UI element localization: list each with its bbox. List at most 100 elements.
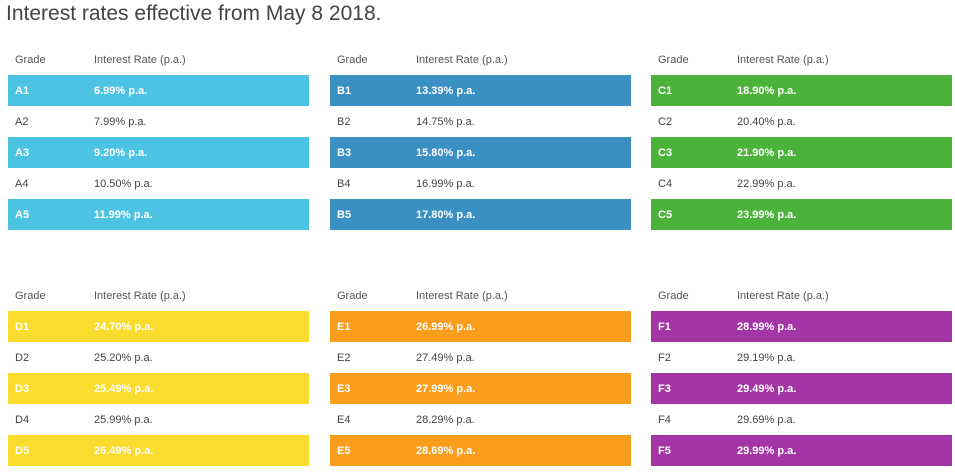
rate-cell: 25.99% p.a. <box>94 413 153 426</box>
table-row: A3 9.20% p.a. <box>8 137 309 168</box>
grade-cell: B1 <box>337 84 352 97</box>
rate-cell: 26.49% p.a. <box>94 444 154 457</box>
table-row: B4 16.99% p.a. <box>330 168 631 199</box>
interest-rate-header: Interest Rate (p.a.) <box>94 289 186 302</box>
table-row: C2 20.40% p.a. <box>651 106 952 137</box>
grade-cell: C4 <box>658 177 673 190</box>
table-header: Grade Interest Rate (p.a.) <box>8 280 309 311</box>
rate-cell: 29.99% p.a. <box>737 444 797 457</box>
table-row: F5 29.99% p.a. <box>651 435 952 466</box>
rate-cell: 22.99% p.a. <box>737 177 796 190</box>
table-row: B3 15.80% p.a. <box>330 137 631 168</box>
table-header: Grade Interest Rate (p.a.) <box>651 44 952 75</box>
table-row: A1 6.99% p.a. <box>8 75 309 106</box>
table-header: Grade Interest Rate (p.a.) <box>330 280 631 311</box>
grade-cell: C1 <box>658 84 673 97</box>
rate-cell: 25.20% p.a. <box>94 351 153 364</box>
grade-cell: F2 <box>658 351 671 364</box>
rate-cell: 15.80% p.a. <box>416 146 476 159</box>
rate-cell: 27.49% p.a. <box>416 351 475 364</box>
grade-cell: A1 <box>15 84 30 97</box>
rate-cell: 28.69% p.a. <box>416 444 476 457</box>
rate-cell: 28.29% p.a. <box>416 413 475 426</box>
table-row: E5 28.69% p.a. <box>330 435 631 466</box>
grade-header: Grade <box>658 53 689 66</box>
table-row: C4 22.99% p.a. <box>651 168 952 199</box>
grade-cell: C2 <box>658 115 673 128</box>
grade-cell: B4 <box>337 177 351 190</box>
table-row: F2 29.19% p.a. <box>651 342 952 373</box>
table-row: C3 21.90% p.a. <box>651 137 952 168</box>
rate-cell: 23.99% p.a. <box>737 208 797 221</box>
rate-cell: 25.49% p.a. <box>94 382 154 395</box>
grade-cell: E1 <box>337 320 351 333</box>
grade-cell: F4 <box>658 413 671 426</box>
grade-header: Grade <box>337 53 368 66</box>
table-row: E3 27.99% p.a. <box>330 373 631 404</box>
grade-cell: B3 <box>337 146 352 159</box>
grade-cell: F1 <box>658 320 671 333</box>
rate-cell: 11.99% p.a. <box>94 208 153 221</box>
page-title: Interest rates effective from May 8 2018… <box>6 2 382 25</box>
rate-cell: 18.90% p.a. <box>737 84 797 97</box>
grade-cell: F3 <box>658 382 671 395</box>
grade-cell: E2 <box>337 351 351 364</box>
rate-cell: 10.50% p.a. <box>94 177 153 190</box>
rate-cell: 28.99% p.a. <box>737 320 797 333</box>
rate-table: Grade Interest Rate (p.a.) A1 6.99% p.a. A2 7… <box>8 44 309 230</box>
table-row: A2 7.99% p.a. <box>8 106 309 137</box>
grade-cell: E4 <box>337 413 351 426</box>
table-row: F4 29.69% p.a. <box>651 404 952 435</box>
table-row: A4 10.50% p.a. <box>8 168 309 199</box>
rate-cell: 21.90% p.a. <box>737 146 797 159</box>
grade-cell: D1 <box>15 320 30 333</box>
rate-cell: 17.80% p.a. <box>416 208 476 221</box>
rate-cell: 14.75% p.a. <box>416 115 475 128</box>
interest-rate-header: Interest Rate (p.a.) <box>737 53 829 66</box>
rate-cell: 16.99% p.a. <box>416 177 475 190</box>
rate-cell: 29.69% p.a. <box>737 413 796 426</box>
grade-cell: E5 <box>337 444 351 457</box>
grade-cell: D3 <box>15 382 30 395</box>
rate-cell: 6.99% p.a. <box>94 84 148 97</box>
grade-cell: B5 <box>337 208 352 221</box>
rate-cell: 27.99% p.a. <box>416 382 476 395</box>
table-row: D1 24.70% p.a. <box>8 311 309 342</box>
grade-cell: E3 <box>337 382 351 395</box>
grade-cell: A5 <box>15 208 30 221</box>
grade-cell: D5 <box>15 444 30 457</box>
grade-cell: A2 <box>15 115 29 128</box>
table-header: Grade Interest Rate (p.a.) <box>330 44 631 75</box>
table-row: B2 14.75% p.a. <box>330 106 631 137</box>
grade-header: Grade <box>15 53 46 66</box>
table-row: D2 25.20% p.a. <box>8 342 309 373</box>
grade-cell: F5 <box>658 444 671 457</box>
table-row: E1 26.99% p.a. <box>330 311 631 342</box>
rate-cell: 9.20% p.a. <box>94 146 148 159</box>
table-row: D3 25.49% p.a. <box>8 373 309 404</box>
rate-cell: 13.39% p.a. <box>416 84 476 97</box>
table-row: C5 23.99% p.a. <box>651 199 952 230</box>
grade-cell: B2 <box>337 115 351 128</box>
table-row: A5 11.99% p.a. <box>8 199 309 230</box>
grade-cell: C5 <box>658 208 673 221</box>
grade-cell: D4 <box>15 413 30 426</box>
grade-cell: A4 <box>15 177 29 190</box>
table-header: Grade Interest Rate (p.a.) <box>651 280 952 311</box>
table-row: C1 18.90% p.a. <box>651 75 952 106</box>
grade-header: Grade <box>15 289 46 302</box>
rate-table: Grade Interest Rate (p.a.) C1 18.90% p.a. C2… <box>651 44 952 230</box>
table-row: F3 29.49% p.a. <box>651 373 952 404</box>
rate-cell: 29.49% p.a. <box>737 382 797 395</box>
grade-header: Grade <box>658 289 689 302</box>
table-row: B1 13.39% p.a. <box>330 75 631 106</box>
interest-rate-header: Interest Rate (p.a.) <box>416 289 508 302</box>
table-row: E4 28.29% p.a. <box>330 404 631 435</box>
table-row: E2 27.49% p.a. <box>330 342 631 373</box>
grade-header: Grade <box>337 289 368 302</box>
table-row: B5 17.80% p.a. <box>330 199 631 230</box>
grade-cell: C3 <box>658 146 673 159</box>
table-row: D4 25.99% p.a. <box>8 404 309 435</box>
rate-table: Grade Interest Rate (p.a.) F1 28.99% p.a. F2… <box>651 280 952 466</box>
grade-cell: A3 <box>15 146 30 159</box>
